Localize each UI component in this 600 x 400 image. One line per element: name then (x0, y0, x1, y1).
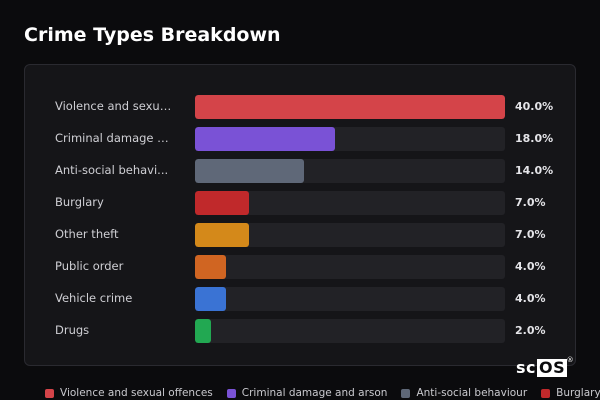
legend-label: Burglary (556, 387, 600, 399)
bar-row: Anti-social behavi... 14.0% (25, 159, 575, 183)
bar-track (195, 319, 505, 343)
value-label: 4.0% (515, 292, 546, 305)
chart-title: Crime Types Breakdown (24, 24, 281, 46)
bar-row: Criminal damage an... 18.0% (25, 127, 575, 151)
category-label: Burglary (55, 195, 104, 209)
bar (195, 255, 226, 279)
category-label: Drugs (55, 323, 90, 337)
bar-track (195, 191, 505, 215)
value-label: 7.0% (515, 228, 546, 241)
category-label: Public order (55, 259, 124, 273)
legend-item: Criminal damage and arson (226, 387, 388, 399)
bar (195, 95, 505, 119)
value-label: 7.0% (515, 196, 546, 209)
bar-track (195, 223, 505, 247)
bar (195, 223, 250, 247)
value-label: 18.0% (515, 132, 554, 145)
bar (195, 191, 250, 215)
value-label: 40.0% (515, 100, 554, 113)
category-label: Other theft (55, 227, 119, 241)
legend-swatch (45, 388, 54, 398)
bar-track (195, 159, 505, 183)
legend-label: Criminal damage and arson (241, 387, 388, 399)
legend-item: Burglary (541, 387, 600, 399)
logo-registered-mark: ® (566, 356, 575, 364)
bar-track (195, 287, 505, 311)
value-label: 14.0% (515, 164, 554, 177)
chart-panel: Violence and sexua... 40.0% Criminal damag… (24, 64, 576, 366)
bar-row: Burglary 7.0% (25, 191, 575, 215)
legend-swatch (401, 388, 411, 398)
logo-text-os: OS (537, 358, 568, 377)
bar (195, 127, 335, 151)
bar-track (195, 127, 505, 151)
category-label: Violence and sexua... (55, 99, 173, 113)
bar-row: Public order 4.0% (25, 255, 575, 279)
bar (195, 287, 226, 311)
bar-row: Violence and sexua... 40.0% (25, 95, 575, 119)
bar-row: Drugs 2.0% (25, 319, 575, 343)
bar (195, 319, 211, 343)
logo-text-sc: sc (516, 358, 537, 377)
bar-track (195, 255, 505, 279)
bar-track (195, 95, 505, 119)
category-label: Criminal damage an... (55, 131, 173, 145)
legend-label: Violence and sexual offences (60, 387, 213, 399)
value-label: 2.0% (515, 324, 546, 337)
bar-row: Vehicle crime 4.0% (25, 287, 575, 311)
legend-item: Anti-social behaviour (401, 387, 527, 399)
bar-row: Other theft 7.0% (25, 223, 575, 247)
legend-swatch (226, 388, 236, 398)
category-label: Anti-social behavi... (55, 163, 169, 177)
value-label: 4.0% (515, 260, 546, 273)
legend-label: Anti-social behaviour (416, 387, 528, 399)
chart-legend: Violence and sexual offences Criminal dam… (45, 386, 600, 400)
legend-swatch (541, 388, 551, 398)
bar (195, 159, 304, 183)
category-label: Vehicle crime (55, 291, 133, 305)
legend-item: Violence and sexual offences (45, 387, 213, 399)
scos-logo: sc OS ® (516, 356, 574, 377)
